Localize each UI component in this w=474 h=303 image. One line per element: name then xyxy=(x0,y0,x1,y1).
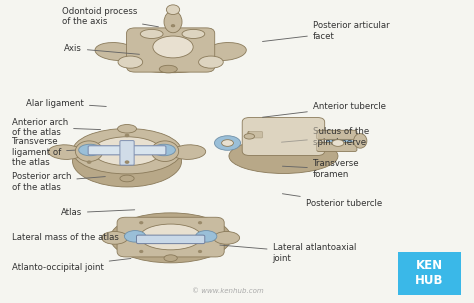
FancyBboxPatch shape xyxy=(248,132,263,138)
Ellipse shape xyxy=(153,144,175,156)
FancyBboxPatch shape xyxy=(127,28,215,72)
Ellipse shape xyxy=(354,134,367,148)
Ellipse shape xyxy=(95,42,137,61)
Ellipse shape xyxy=(214,136,240,150)
FancyBboxPatch shape xyxy=(317,130,357,139)
FancyBboxPatch shape xyxy=(117,217,224,257)
FancyBboxPatch shape xyxy=(137,235,205,244)
Ellipse shape xyxy=(151,141,179,161)
Ellipse shape xyxy=(118,125,137,133)
Ellipse shape xyxy=(118,42,223,73)
Ellipse shape xyxy=(140,222,143,224)
Text: KEN
HUB: KEN HUB xyxy=(415,259,444,287)
Ellipse shape xyxy=(73,135,182,187)
Text: Alar ligament: Alar ligament xyxy=(26,98,106,108)
Text: Anterior tubercle: Anterior tubercle xyxy=(263,102,386,117)
Ellipse shape xyxy=(159,65,177,73)
Ellipse shape xyxy=(93,137,161,165)
Ellipse shape xyxy=(164,255,177,261)
Ellipse shape xyxy=(87,161,91,163)
Ellipse shape xyxy=(140,251,143,252)
Ellipse shape xyxy=(125,135,128,136)
Ellipse shape xyxy=(101,231,128,244)
Ellipse shape xyxy=(124,231,146,242)
Ellipse shape xyxy=(326,136,352,150)
Ellipse shape xyxy=(120,175,134,182)
Ellipse shape xyxy=(166,5,180,15)
Ellipse shape xyxy=(199,222,201,224)
Text: Odontoid process
of the axis: Odontoid process of the axis xyxy=(62,7,158,27)
Ellipse shape xyxy=(73,128,182,174)
Ellipse shape xyxy=(164,11,182,33)
Text: Atlas: Atlas xyxy=(61,208,135,217)
Ellipse shape xyxy=(199,251,201,252)
Ellipse shape xyxy=(244,134,255,139)
Ellipse shape xyxy=(140,29,163,38)
Ellipse shape xyxy=(118,56,143,68)
Ellipse shape xyxy=(110,213,231,263)
Ellipse shape xyxy=(172,145,206,159)
FancyBboxPatch shape xyxy=(249,123,318,152)
FancyBboxPatch shape xyxy=(120,141,134,165)
Text: Transverse
ligament of
the atlas: Transverse ligament of the atlas xyxy=(12,137,105,167)
Text: Anterior arch
of the atlas: Anterior arch of the atlas xyxy=(12,118,100,137)
Ellipse shape xyxy=(213,231,239,244)
Text: Axis: Axis xyxy=(64,44,139,54)
FancyBboxPatch shape xyxy=(398,252,461,295)
Ellipse shape xyxy=(48,145,82,159)
Text: Sulcus of the
spinal nerve: Sulcus of the spinal nerve xyxy=(282,127,369,147)
Text: Posterior arch
of the atlas: Posterior arch of the atlas xyxy=(12,172,105,191)
Ellipse shape xyxy=(199,56,223,68)
Ellipse shape xyxy=(182,29,205,38)
Ellipse shape xyxy=(204,42,246,61)
Text: © www.kenhub.com: © www.kenhub.com xyxy=(191,288,264,295)
Ellipse shape xyxy=(229,139,338,174)
Text: Posterior articular
facet: Posterior articular facet xyxy=(263,21,390,42)
Ellipse shape xyxy=(79,144,101,156)
Text: Lateral atlantoaxial
joint: Lateral atlantoaxial joint xyxy=(220,243,356,263)
FancyBboxPatch shape xyxy=(242,118,325,155)
Ellipse shape xyxy=(75,141,103,161)
Ellipse shape xyxy=(221,140,233,146)
Ellipse shape xyxy=(195,231,217,242)
FancyBboxPatch shape xyxy=(317,142,357,152)
Text: Lateral mass of the atlas: Lateral mass of the atlas xyxy=(12,233,127,242)
Ellipse shape xyxy=(125,161,128,163)
Ellipse shape xyxy=(171,25,175,27)
Text: Transverse
foramen: Transverse foramen xyxy=(283,159,359,179)
Text: Atlanto-occipital joint: Atlanto-occipital joint xyxy=(12,258,131,272)
FancyBboxPatch shape xyxy=(88,146,166,155)
Ellipse shape xyxy=(153,36,193,58)
Ellipse shape xyxy=(332,140,344,146)
Text: Posterior tubercle: Posterior tubercle xyxy=(283,194,382,208)
Ellipse shape xyxy=(140,224,201,250)
